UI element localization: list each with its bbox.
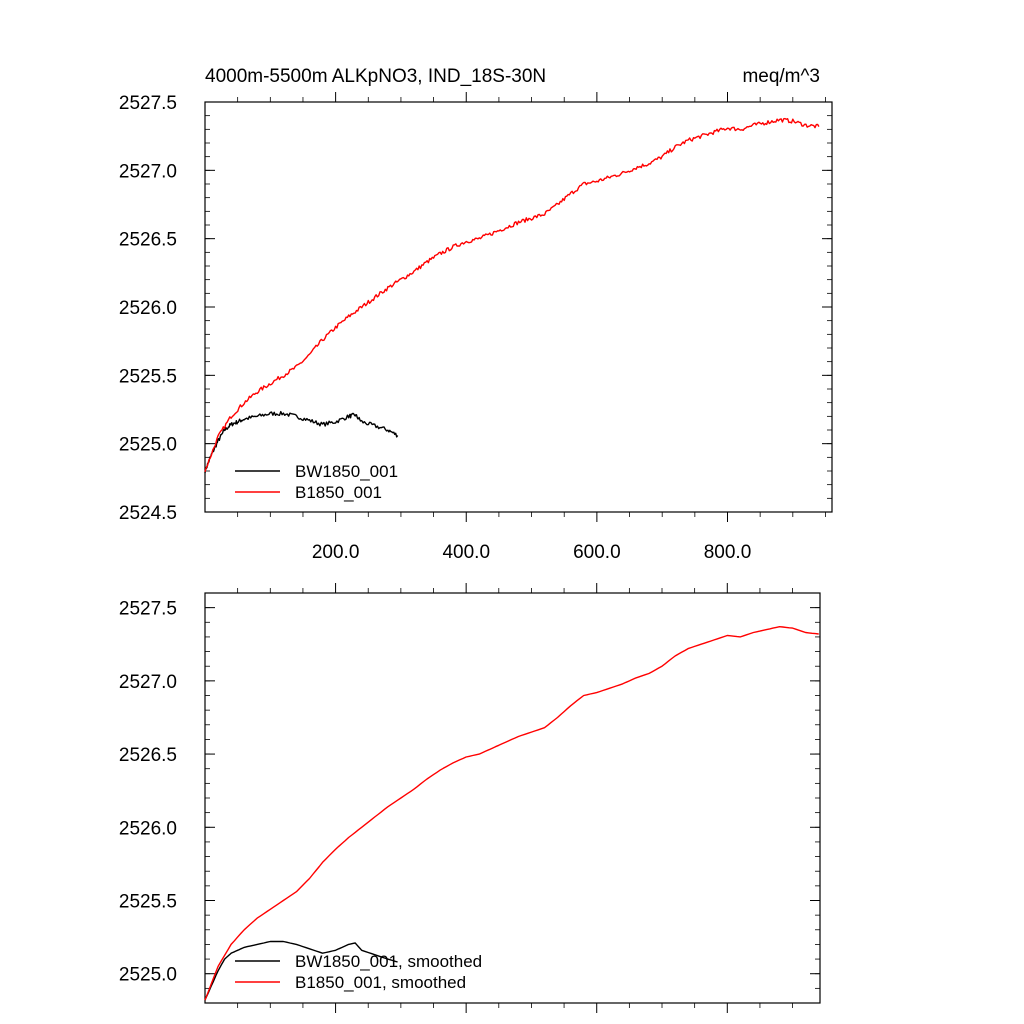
y-tick-label: 2526.5 — [119, 745, 177, 766]
legend-label-b1850-smoothed: B1850_001, smoothed — [295, 973, 466, 992]
top-panel: 4000m-5500m ALKpNO3, IND_18S-30N meq/m^3… — [119, 66, 833, 563]
legend: BW1850_001 B1850_001 — [235, 462, 398, 502]
plot-frame — [204, 101, 833, 513]
legend-label-bw1850: BW1850_001 — [295, 462, 398, 481]
series-line-bw1850-001 — [204, 410, 399, 474]
series-group — [204, 626, 819, 1001]
chart-title: 4000m-5500m ALKpNO3, IND_18S-30N — [205, 66, 546, 87]
series-group — [204, 117, 820, 474]
y-tick-label: 2526.5 — [119, 230, 177, 251]
y-tick-label: 2524.5 — [119, 503, 177, 524]
x-tick-label: 800.0 — [704, 542, 752, 563]
y-tick-label: 2527.5 — [119, 93, 177, 114]
y-axis: 2524.5 2525.0 2525.5 2526.0 2526.5 2527.0 2527… — [119, 93, 832, 524]
legend-label-b1850: B1850_001 — [295, 483, 382, 502]
legend-label-bw1850-smoothed: BW1850_001, smoothed — [295, 952, 482, 971]
x-axis — [237, 583, 793, 1013]
x-tick-label: 200.0 — [312, 542, 360, 563]
x-axis: 200.0 400.0 600.0 800.0 — [237, 92, 826, 563]
chart-units: meq/m^3 — [742, 66, 820, 87]
legend: BW1850_001, smoothed B1850_001, smoothed — [235, 952, 482, 992]
bottom-panel: 2525.0 2525.5 2526.0 2526.5 2527.0 2527.5 BW1… — [119, 583, 821, 1013]
x-tick-label: 600.0 — [573, 542, 621, 563]
y-tick-label: 2525.5 — [119, 892, 177, 913]
series-line-b1850-001 — [204, 117, 820, 472]
y-tick-label: 2527.0 — [119, 161, 177, 182]
series-line-b1850-001-smoothed — [204, 626, 819, 1001]
x-tick-label: 400.0 — [442, 542, 490, 563]
plot-frame — [204, 592, 821, 1004]
series-line-bw1850-001-smoothed — [204, 940, 398, 1001]
y-tick-label: 2527.5 — [119, 599, 177, 620]
y-tick-label: 2525.0 — [119, 435, 177, 456]
y-tick-label: 2526.0 — [119, 818, 177, 839]
y-axis: 2525.0 2525.5 2526.0 2526.5 2527.0 2527.5 — [119, 592, 820, 1004]
y-tick-label: 2525.0 — [119, 965, 177, 986]
y-tick-label: 2526.0 — [119, 298, 177, 319]
y-tick-label: 2527.0 — [119, 672, 177, 693]
y-tick-label: 2525.5 — [119, 366, 177, 387]
